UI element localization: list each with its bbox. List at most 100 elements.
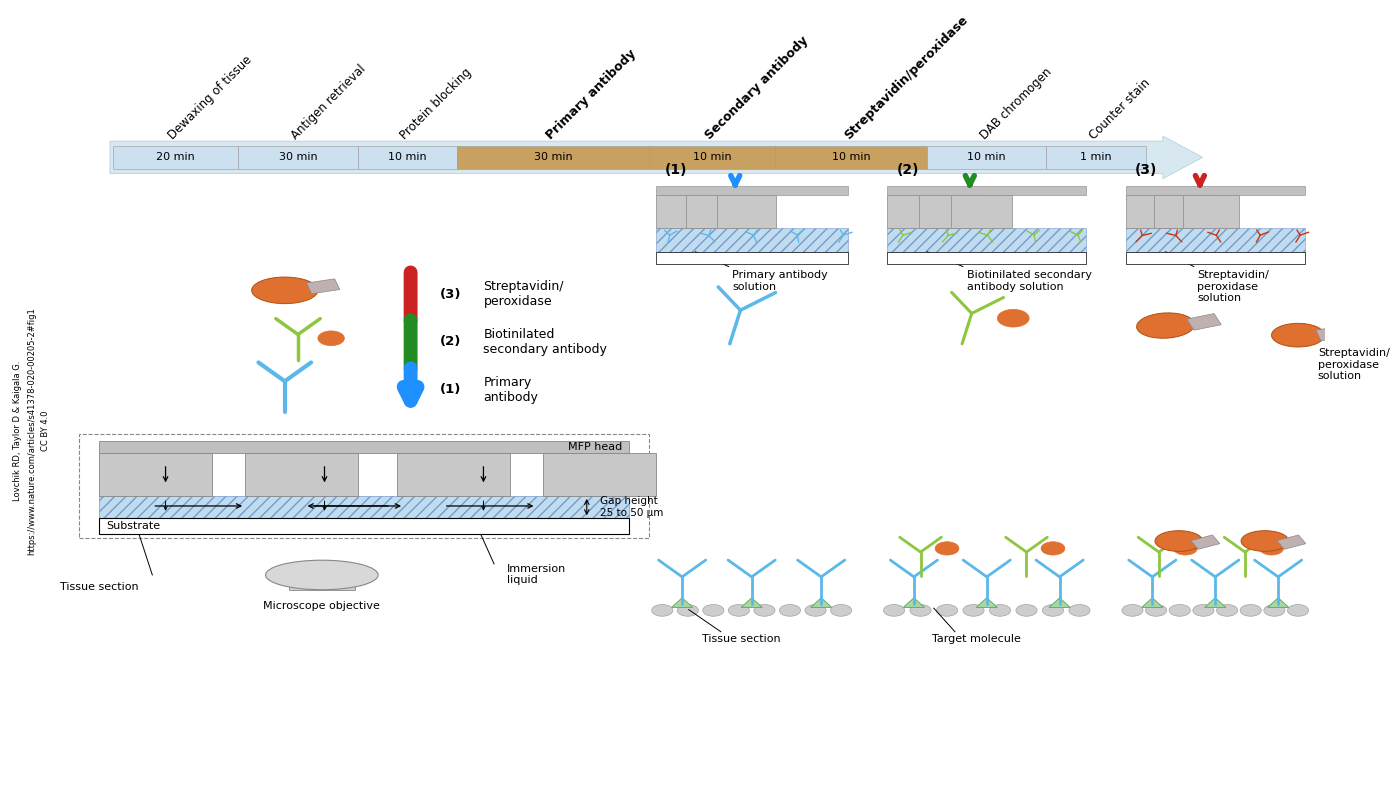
Text: (2): (2): [897, 162, 919, 177]
Text: Substrate: Substrate: [106, 522, 160, 531]
Ellipse shape: [1136, 313, 1195, 338]
Circle shape: [1241, 605, 1262, 616]
Bar: [950, 195, 1013, 228]
Text: 1 min: 1 min: [1081, 152, 1111, 162]
Text: Primary
antibody: Primary antibody: [484, 376, 538, 404]
Circle shape: [963, 605, 983, 616]
Bar: [1184, 195, 1239, 228]
Bar: [357, 146, 458, 169]
Polygon shape: [1049, 598, 1070, 607]
Bar: [1155, 195, 1210, 228]
Text: Primary antibody: Primary antibody: [544, 47, 638, 142]
Text: DAB chromogen: DAB chromogen: [978, 66, 1054, 142]
Bar: [99, 442, 629, 454]
Text: MFP head: MFP head: [569, 442, 623, 452]
Text: Tissue section: Tissue section: [702, 634, 780, 644]
Circle shape: [910, 605, 931, 616]
Ellipse shape: [1241, 530, 1288, 551]
Polygon shape: [1205, 598, 1225, 607]
Circle shape: [936, 605, 957, 616]
Text: Microscope objective: Microscope objective: [263, 601, 380, 610]
Text: 10 min: 10 min: [968, 152, 1006, 162]
Bar: [79, 434, 650, 538]
Bar: [1191, 535, 1220, 550]
Bar: [716, 195, 776, 228]
Circle shape: [1123, 605, 1143, 616]
Bar: [919, 195, 981, 228]
Polygon shape: [1142, 598, 1163, 607]
Text: Dewaxing of tissue: Dewaxing of tissue: [167, 53, 255, 142]
Text: (3): (3): [440, 287, 462, 301]
Circle shape: [729, 605, 750, 616]
Polygon shape: [672, 598, 693, 607]
Polygon shape: [903, 598, 925, 607]
Text: Streptavidin/
peroxidase: Streptavidin/ peroxidase: [484, 280, 563, 308]
Circle shape: [1042, 605, 1064, 616]
Bar: [542, 454, 655, 496]
Polygon shape: [741, 598, 762, 607]
Bar: [655, 228, 847, 252]
Bar: [1387, 331, 1391, 344]
Bar: [289, 574, 355, 590]
Circle shape: [1217, 605, 1238, 616]
Text: Counter stain: Counter stain: [1086, 76, 1153, 142]
Text: 30 min: 30 min: [278, 152, 317, 162]
Text: Biotinilated secondary
antibody solution: Biotinilated secondary antibody solution: [967, 270, 1092, 292]
Circle shape: [1174, 542, 1198, 555]
Bar: [887, 186, 1086, 195]
Circle shape: [830, 605, 851, 616]
Bar: [306, 279, 339, 294]
Bar: [887, 252, 1086, 263]
Text: CC BY 4.0: CC BY 4.0: [40, 411, 50, 451]
Circle shape: [779, 605, 801, 616]
Circle shape: [935, 542, 958, 555]
Bar: [1125, 186, 1305, 195]
Circle shape: [1288, 605, 1309, 616]
Text: (1): (1): [665, 162, 687, 177]
Ellipse shape: [1155, 530, 1203, 551]
Bar: [1187, 314, 1221, 330]
Text: https://www.nature.com/articles/s41378-020-00205-2#fig1: https://www.nature.com/articles/s41378-0…: [28, 307, 36, 555]
Bar: [1277, 535, 1306, 550]
Circle shape: [1193, 605, 1214, 616]
Text: (2): (2): [440, 335, 460, 349]
Circle shape: [677, 605, 698, 616]
Text: 20 min: 20 min: [156, 152, 195, 162]
Text: Streptavidin/
peroxidase
solution: Streptavidin/ peroxidase solution: [1198, 270, 1269, 303]
Bar: [113, 146, 238, 169]
Circle shape: [997, 310, 1029, 327]
Circle shape: [754, 605, 775, 616]
Circle shape: [1146, 605, 1167, 616]
Text: Immersion
liquid: Immersion liquid: [508, 564, 566, 586]
Text: Biotinilated
secondary antibody: Biotinilated secondary antibody: [484, 328, 608, 356]
Text: 10 min: 10 min: [693, 152, 732, 162]
Bar: [1125, 252, 1305, 263]
Ellipse shape: [1271, 323, 1324, 347]
Bar: [245, 454, 357, 496]
Bar: [775, 146, 928, 169]
Bar: [99, 454, 211, 496]
Bar: [686, 195, 746, 228]
Bar: [1046, 146, 1146, 169]
Text: Protein blocking: Protein blocking: [398, 66, 474, 142]
Circle shape: [989, 605, 1011, 616]
Circle shape: [651, 605, 673, 616]
Circle shape: [1040, 542, 1066, 555]
Circle shape: [1260, 542, 1284, 555]
Bar: [238, 146, 357, 169]
Text: Secondary antibody: Secondary antibody: [702, 34, 811, 142]
Circle shape: [319, 331, 345, 346]
Text: (3): (3): [1135, 162, 1157, 177]
Text: Target molecule: Target molecule: [932, 634, 1021, 644]
Ellipse shape: [252, 277, 319, 304]
Polygon shape: [976, 598, 997, 607]
Ellipse shape: [1342, 337, 1391, 363]
Text: Streptavidin/
peroxidase
solution: Streptavidin/ peroxidase solution: [1317, 348, 1390, 382]
Circle shape: [883, 605, 904, 616]
Bar: [1125, 195, 1181, 228]
Bar: [655, 186, 847, 195]
Bar: [887, 228, 1086, 252]
Bar: [655, 252, 847, 263]
Bar: [99, 496, 629, 518]
Ellipse shape: [266, 560, 378, 590]
